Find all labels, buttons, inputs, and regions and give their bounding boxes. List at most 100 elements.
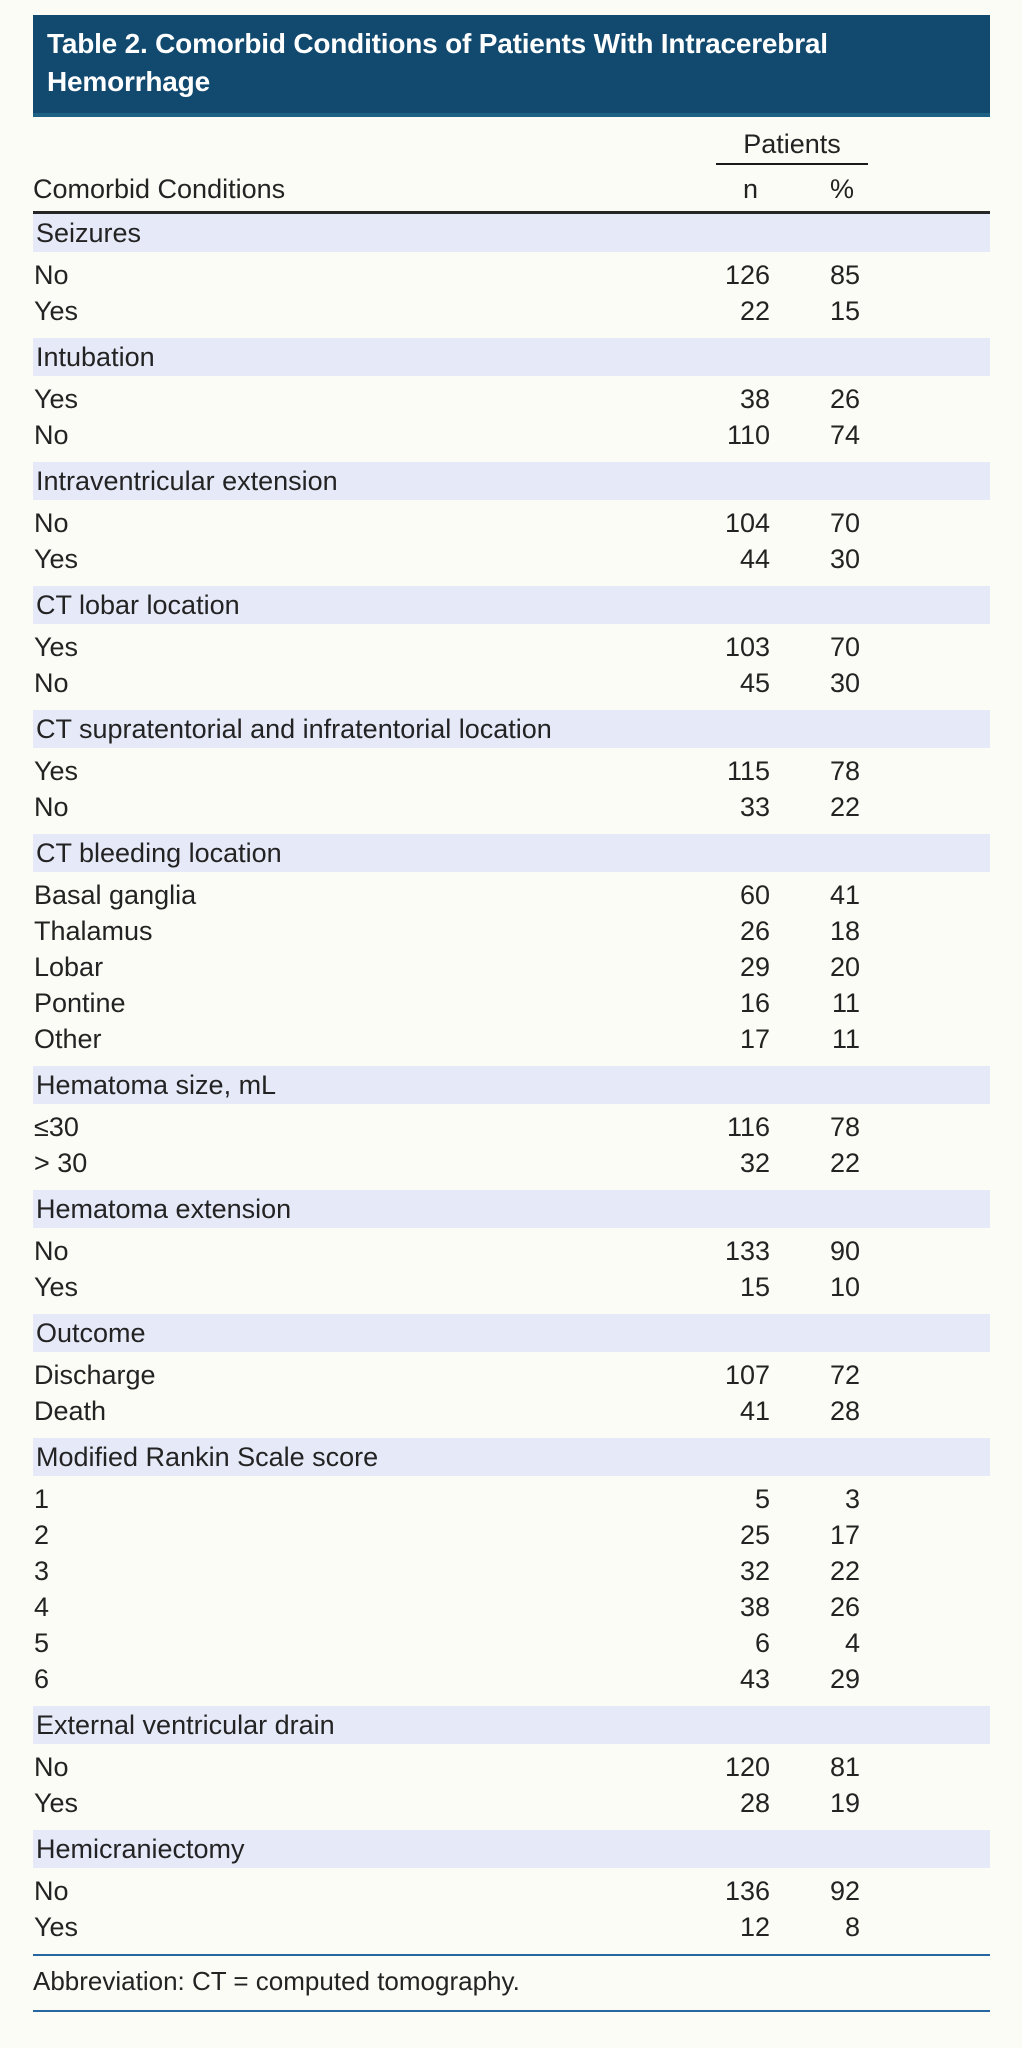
row-percent-value: 90 [829, 1235, 860, 1266]
table-row: 3 32 22 [33, 1553, 990, 1589]
row-n-value: 43 [739, 1663, 770, 1694]
table-row: Yes 103 70 [33, 629, 990, 665]
table-body: Seizures No 126 85 Yes 22 15 Intubation … [33, 214, 990, 1954]
row-n-value: 126 [724, 259, 770, 290]
row-n-value: 104 [724, 507, 770, 538]
section-rows: ≤30 116 78 > 30 32 22 [33, 1104, 990, 1190]
patients-group-header: Patients [716, 129, 868, 165]
table-section: CT supratentorial and infratentorial loc… [33, 710, 990, 834]
row-n-value: 32 [739, 1555, 770, 1586]
row-n-value: 32 [739, 1147, 770, 1178]
row-n-value: 33 [739, 791, 770, 822]
row-n-value: 107 [724, 1359, 770, 1390]
row-percent-value: 11 [831, 1023, 860, 1054]
row-n-value: 116 [726, 1111, 770, 1142]
row-percent-value: 19 [829, 1787, 860, 1818]
row-percent-value: 22 [829, 1555, 860, 1586]
row-label: Lobar [34, 951, 104, 982]
table-row: Discharge 107 72 [33, 1357, 990, 1393]
row-label: No [34, 667, 69, 698]
table-row: No 45 30 [33, 665, 990, 701]
section-header: Hematoma extension [33, 1190, 990, 1228]
table-row: No 126 85 [33, 257, 990, 293]
table-row: Lobar 29 20 [33, 949, 990, 985]
table-row: Death 41 28 [33, 1393, 990, 1429]
section-header: Hematoma size, mL [33, 1066, 990, 1104]
table-section: Outcome Discharge 107 72 Death 41 28 [33, 1314, 990, 1438]
row-percent-value: 92 [829, 1875, 860, 1906]
table-row: Yes 44 30 [33, 541, 990, 577]
row-label: No [34, 419, 69, 450]
table-section: Intraventricular extension No 104 70 Yes… [33, 462, 990, 586]
section-rows: No 104 70 Yes 44 30 [33, 500, 990, 586]
row-n-value: 44 [739, 543, 770, 574]
table-section: Modified Rankin Scale score 1 5 3 2 25 1… [33, 1438, 990, 1706]
table-row: No 120 81 [33, 1749, 990, 1785]
row-label: Other [34, 1023, 102, 1054]
row-percent-value: 72 [829, 1359, 860, 1390]
table-row: Yes 115 78 [33, 753, 990, 789]
col-percent: % [829, 174, 854, 204]
table-row: 4 38 26 [33, 1589, 990, 1625]
row-percent-value: 26 [829, 383, 860, 414]
row-label: Yes [34, 543, 79, 574]
table-title-bar: Table 2. Comorbid Conditions of Patients… [33, 15, 990, 117]
table-row: Yes 38 26 [33, 381, 990, 417]
row-n-value: 45 [739, 667, 770, 698]
table-row: Basal ganglia 60 41 [33, 877, 990, 913]
section-rows: Basal ganglia 60 41 Thalamus 26 18 Lobar… [33, 872, 990, 1066]
table-section: Intubation Yes 38 26 No 110 74 [33, 338, 990, 462]
row-n-value: 38 [739, 1591, 770, 1622]
row-label: Discharge [34, 1359, 156, 1390]
row-n-value: 120 [724, 1751, 770, 1782]
row-percent-value: 28 [829, 1395, 860, 1426]
row-percent-value: 70 [829, 631, 860, 662]
row-percent-value: 3 [844, 1483, 860, 1514]
table-section: Hemicraniectomy No 136 92 Yes 12 8 [33, 1830, 990, 1954]
section-rows: No 136 92 Yes 12 8 [33, 1868, 990, 1954]
table-row: No 133 90 [33, 1233, 990, 1269]
section-header: CT lobar location [33, 586, 990, 624]
row-n-value: 5 [754, 1483, 770, 1514]
table-row: Yes 22 15 [33, 293, 990, 329]
table-section: CT bleeding location Basal ganglia 60 41… [33, 834, 990, 1066]
row-percent-value: 17 [829, 1519, 860, 1550]
section-rows: No 126 85 Yes 22 15 [33, 252, 990, 338]
row-percent-value: 78 [829, 1111, 860, 1142]
row-percent-value: 22 [829, 791, 860, 822]
row-label: 3 [34, 1555, 50, 1586]
table-row: Yes 28 19 [33, 1785, 990, 1821]
table-section: Hematoma extension No 133 90 Yes 15 10 [33, 1190, 990, 1314]
row-percent-value: 26 [829, 1591, 860, 1622]
row-n-value: 115 [726, 755, 770, 786]
row-percent-value: 29 [829, 1663, 860, 1694]
table-row: 6 43 29 [33, 1661, 990, 1697]
row-n-value: 110 [726, 419, 770, 450]
table-title: Table 2. Comorbid Conditions of Patients… [47, 28, 828, 97]
row-percent-value: 10 [829, 1271, 860, 1302]
row-percent-value: 8 [844, 1911, 860, 1942]
row-percent-value: 20 [829, 951, 860, 982]
table-row: No 33 22 [33, 789, 990, 825]
row-label: ≤30 [34, 1111, 79, 1142]
row-label: No [34, 1751, 69, 1782]
row-label: No [34, 507, 69, 538]
row-label: Basal ganglia [34, 879, 197, 910]
row-n-value: 29 [739, 951, 770, 982]
row-n-value: 136 [724, 1875, 770, 1906]
row-percent-value: 81 [829, 1751, 860, 1782]
row-percent-value: 41 [829, 879, 860, 910]
row-label: 6 [34, 1663, 50, 1694]
row-n-value: 60 [739, 879, 770, 910]
col-n: n [742, 174, 758, 204]
row-label: No [34, 791, 69, 822]
table-row: ≤30 116 78 [33, 1109, 990, 1145]
section-rows: No 133 90 Yes 15 10 [33, 1228, 990, 1314]
row-label: Yes [34, 1911, 79, 1942]
row-label: No [34, 1875, 69, 1906]
row-percent-value: 74 [829, 419, 860, 450]
row-n-value: 103 [724, 631, 770, 662]
table-section: Seizures No 126 85 Yes 22 15 [33, 214, 990, 338]
table-row: 5 6 4 [33, 1625, 990, 1661]
table-row: Thalamus 26 18 [33, 913, 990, 949]
